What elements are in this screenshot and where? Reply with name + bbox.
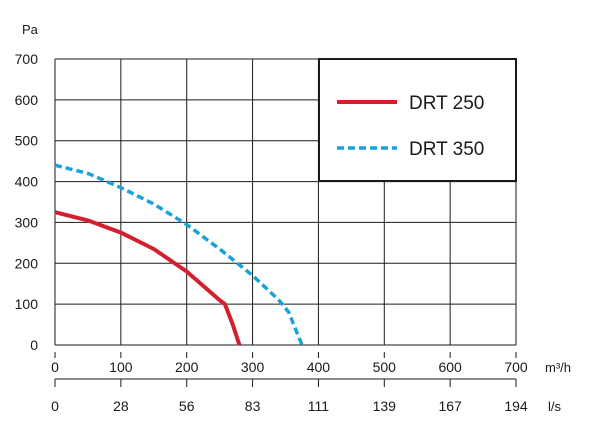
x-tick-label-secondary: 194 [504,398,528,414]
x-tick-label-primary: 500 [373,359,397,375]
x-tick-label-primary: 600 [438,359,462,375]
axes: 0 100 200 300 400 500 600 700 0 100 200 300 400 500 60… [15,51,528,414]
x-tick-label-primary: 700 [504,359,528,375]
y-tick-label: 300 [15,214,39,230]
x-tick-label-primary: 0 [51,359,59,375]
y-axis-label: Pa [22,22,39,37]
x-tick-label-secondary: 111 [308,398,329,414]
x-tick-label-primary: 400 [307,359,331,375]
series-layer [54,163,304,346]
series-line-2 [54,163,304,346]
y-tick-label: 700 [15,51,39,67]
x-tick-label-primary: 100 [109,359,133,375]
y-tick-label: 500 [15,133,39,149]
y-tick-label: 0 [30,337,38,353]
y-tick-label: 100 [15,296,39,312]
y-tick-label: 600 [15,92,39,108]
y-tick-label: 400 [15,174,39,190]
x-tick-label-secondary: 83 [245,398,261,414]
legend-label-2: DRT 350 [409,139,484,160]
x-tick-label-secondary: 0 [51,398,59,414]
x-tick-label-primary: 300 [241,359,265,375]
legend-box [318,58,517,182]
series-line-1 [54,210,242,346]
x-tick-label-secondary: 139 [373,398,397,414]
x-tick-label-primary: 200 [175,359,199,375]
x-tick-label-secondary: 28 [113,398,129,414]
x-tick-label-secondary: 167 [438,398,462,414]
y-tick-label: 200 [15,255,39,271]
x-axis-unit-primary: m³/h [545,360,571,375]
legend: DRT 250 DRT 350 [318,58,517,182]
legend-label-1: DRT 250 [409,93,484,114]
x-axis-unit-secondary: l/s [548,399,562,414]
x-tick-label-secondary: 56 [179,398,195,414]
